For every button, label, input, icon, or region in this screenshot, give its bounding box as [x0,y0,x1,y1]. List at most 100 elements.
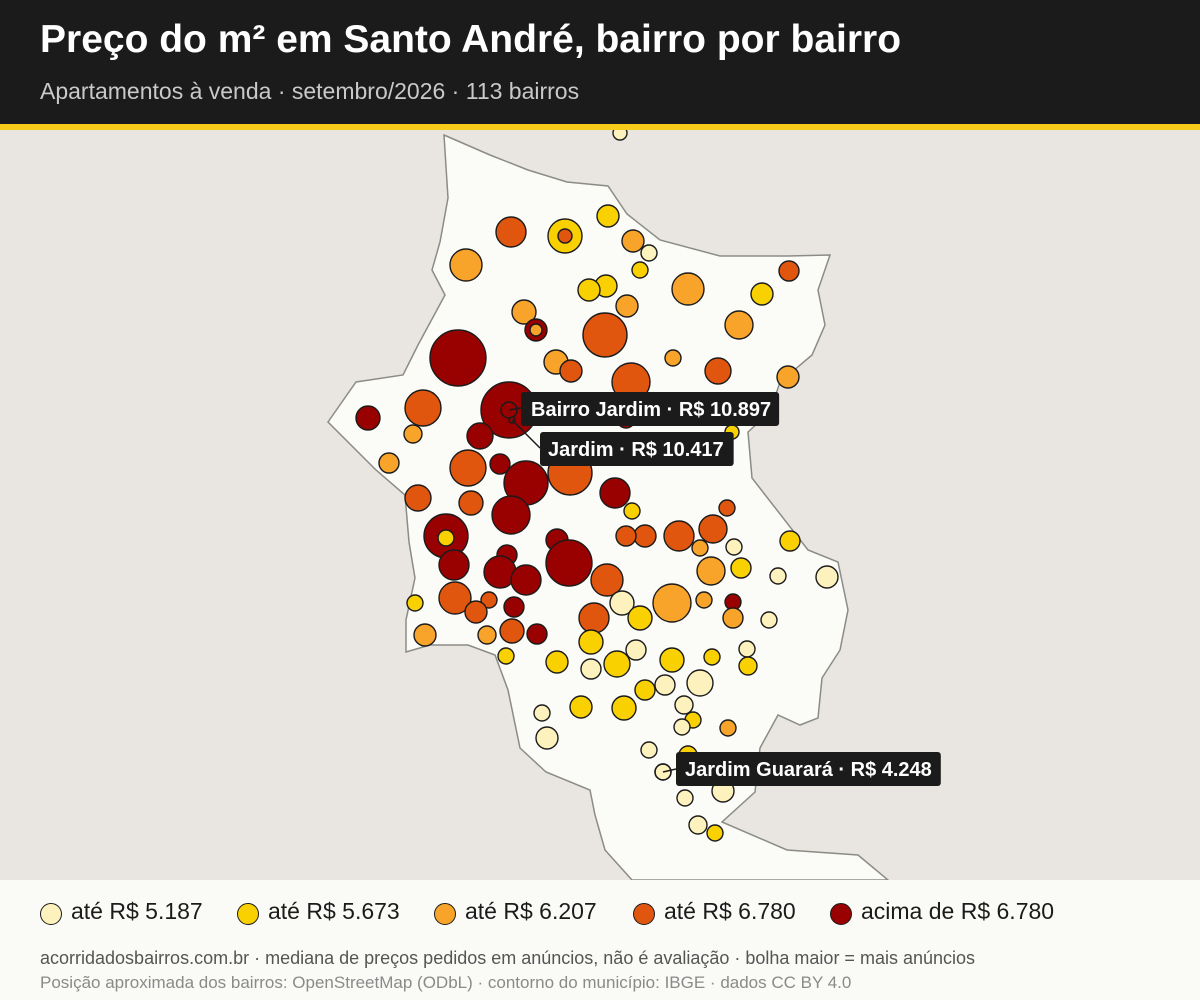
neighborhood-bubble[interactable] [633,524,657,548]
neighborhood-bubble[interactable] [615,525,637,547]
legend-item-class-5: acima de R$ 6.780 [830,898,1054,925]
neighborhood-bubble[interactable] [545,650,569,674]
neighborhood-bubble[interactable] [760,611,778,629]
neighborhood-bubble[interactable] [535,726,559,750]
neighborhood-bubble[interactable] [596,204,620,228]
neighborhood-bubble[interactable] [779,530,801,552]
neighborhood-bubble[interactable] [776,365,800,389]
neighborhood-bubble[interactable] [378,452,400,474]
neighborhood-bubble[interactable] [429,329,487,387]
legend-item-class-1: até R$ 5.187 [40,898,203,925]
neighborhood-bubble[interactable] [466,422,494,450]
neighborhood-bubble[interactable] [529,323,543,337]
annotation-jardim[interactable]: Jardim · R$ 10.417 [508,416,734,466]
neighborhood-bubble[interactable] [449,449,487,487]
neighborhood-bubble[interactable] [722,607,744,629]
map-canvas[interactable]: Bairro Jardim · R$ 10.897 Jardim · R$ 10… [0,125,1200,881]
neighborhood-bubble[interactable] [449,248,483,282]
neighborhood-bubble[interactable] [615,294,639,318]
neighborhood-bubble[interactable] [403,424,423,444]
neighborhood-bubble[interactable] [778,260,800,282]
neighborhood-bubble[interactable] [437,529,455,547]
neighborhood-bubble[interactable] [533,704,551,722]
neighborhood-bubble[interactable] [631,261,649,279]
neighborhood-bubble[interactable] [599,477,631,509]
neighborhood-bubble[interactable] [477,625,497,645]
legend-label-class-3: até R$ 6.207 [465,898,597,924]
neighborhood-bubble[interactable] [673,718,691,736]
neighborhood-bubble[interactable] [590,563,624,597]
annotation-jardim-guarara[interactable]: Jardim Guarará · R$ 4.248 [654,752,941,786]
neighborhood-bubble[interactable] [526,623,548,645]
neighborhood-bubble[interactable] [663,520,695,552]
neighborhood-bubble[interactable] [718,499,736,517]
neighborhood-bubble[interactable] [738,656,758,676]
neighborhood-bubble[interactable] [704,357,732,385]
neighborhood-bubble[interactable] [491,495,531,535]
neighborhood-bubble[interactable] [671,272,705,306]
neighborhood-bubble[interactable] [698,514,728,544]
neighborhood-bubble[interactable] [623,502,641,520]
neighborhood-bubble[interactable] [406,594,424,612]
neighborhood-bubble[interactable] [511,299,537,325]
neighborhood-bubble[interactable] [603,650,631,678]
neighborhood-bubble[interactable] [815,565,839,589]
neighborhood-bubble[interactable] [730,557,752,579]
neighborhood-bubble[interactable] [510,564,542,596]
neighborhood-bubble[interactable] [688,815,708,835]
neighborhood-bubble[interactable] [640,244,658,262]
neighborhood-bubble[interactable] [464,600,488,624]
neighborhood-bubble[interactable] [686,669,714,697]
neighborhood-bubble[interactable] [706,824,724,842]
neighborhood-bubble[interactable] [413,623,437,647]
neighborhood-bubble[interactable] [725,538,743,556]
neighborhood-bubble[interactable] [634,679,656,701]
neighborhood-bubble[interactable] [404,484,432,512]
annotation-bairro-jardim[interactable]: Bairro Jardim · R$ 10.897 [500,392,780,426]
neighborhood-bubble[interactable] [625,639,647,661]
neighborhood-bubble[interactable] [612,125,628,141]
neighborhood-bubble[interactable] [696,556,726,586]
neighborhood-bubble[interactable] [621,229,645,253]
neighborhood-bubble[interactable] [674,695,694,715]
neighborhood-bubble[interactable] [611,695,637,721]
neighborhood-bubble[interactable] [627,605,653,631]
neighborhood-bubble[interactable] [497,647,515,665]
neighborhood-bubble[interactable] [355,405,381,431]
neighborhood-bubble[interactable] [676,789,694,807]
neighborhood-bubble[interactable] [654,674,676,696]
neighborhood-bubble[interactable] [738,640,756,658]
neighborhood-bubble[interactable] [559,359,583,383]
neighborhood-bubble[interactable] [404,389,442,427]
neighborhood-bubble[interactable] [724,310,754,340]
neighborhood-bubble[interactable] [640,741,658,759]
neighborhood-bubble[interactable] [582,312,628,358]
neighborhood-bubble[interactable] [569,695,593,719]
neighborhood-bubble[interactable] [609,590,635,616]
footer-note: acorridadosbairros.com.br · mediana de p… [40,948,976,968]
neighborhood-bubble[interactable] [691,539,709,557]
neighborhood-bubble[interactable] [480,591,498,609]
neighborhood-bubble[interactable] [719,719,737,737]
neighborhood-bubble[interactable] [458,490,484,516]
neighborhood-bubble[interactable] [503,596,525,618]
neighborhood-bubble[interactable] [703,648,721,666]
neighborhood-bubble[interactable] [499,618,525,644]
neighborhood-bubble[interactable] [495,216,527,248]
neighborhood-bubble[interactable] [545,539,593,587]
neighborhood-bubble[interactable] [580,658,602,680]
neighborhood-bubble[interactable] [489,453,511,475]
neighborhood-bubble[interactable] [578,602,610,634]
neighborhood-bubble[interactable] [750,282,774,306]
neighborhood-bubble[interactable] [557,228,573,244]
neighborhood-bubble[interactable] [659,647,685,673]
neighborhood-bubble[interactable] [438,549,470,581]
neighborhood-bubble[interactable] [578,629,604,655]
neighborhood-bubble[interactable] [664,349,682,367]
neighborhood-bubble[interactable] [438,581,472,615]
map-area[interactable]: Bairro Jardim · R$ 10.897 Jardim · R$ 10… [0,125,1200,881]
neighborhood-bubble[interactable] [577,278,601,302]
neighborhood-bubble[interactable] [652,583,692,623]
neighborhood-bubble[interactable] [769,567,787,585]
neighborhood-bubble[interactable] [695,591,713,609]
